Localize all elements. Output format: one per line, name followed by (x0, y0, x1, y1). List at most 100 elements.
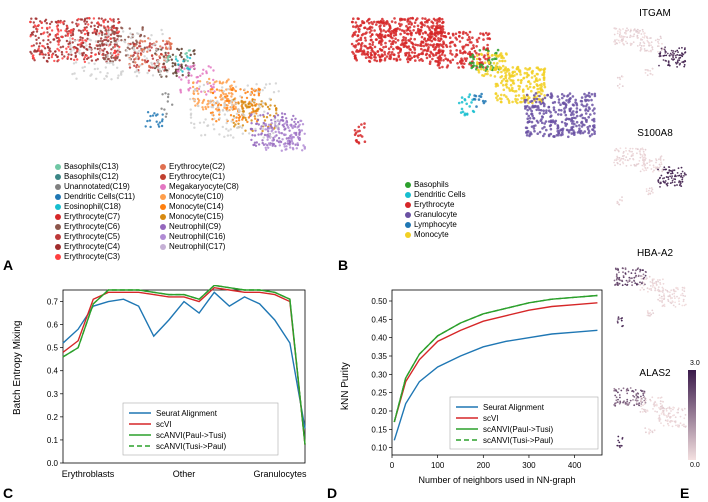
svg-text:0: 0 (390, 461, 395, 470)
legend-b: BasophilsDendritic CellsErythrocyteGranu… (405, 180, 466, 240)
legend-item: Unannotated(C19) (55, 182, 135, 191)
chart-d: 0.100.150.200.250.300.350.400.450.500100… (362, 285, 607, 485)
svg-text:Seurat Alignment: Seurat Alignment (156, 409, 218, 418)
svg-text:scANVI(Paul->Tusi): scANVI(Paul->Tusi) (156, 431, 227, 440)
legend-item: Erythrocyte(C3) (55, 252, 135, 261)
svg-text:Seurat Alignment: Seurat Alignment (483, 403, 545, 412)
umap-b (350, 5, 610, 160)
legend-label: Erythrocyte(C2) (169, 162, 225, 171)
legend-label: Erythrocyte(C1) (169, 172, 225, 181)
svg-text:scANVI(Tusi->Paul): scANVI(Tusi->Paul) (483, 436, 554, 445)
legend-label: Granulocyte (414, 210, 457, 219)
svg-text:Erythroblasts: Erythroblasts (62, 469, 115, 479)
legend-dot (55, 224, 61, 230)
legend-label: Unannotated(C19) (64, 182, 130, 191)
legend-item: Monocyte(C10) (160, 192, 239, 201)
svg-text:0.35: 0.35 (371, 352, 387, 361)
legend-label: Neutrophil(C9) (169, 222, 221, 231)
legend-item: Lymphocyte (405, 220, 466, 229)
svg-text:0.5: 0.5 (47, 344, 59, 353)
svg-text:200: 200 (477, 461, 491, 470)
legend-label: Erythrocyte(C3) (64, 252, 120, 261)
legend-dot (55, 194, 61, 200)
svg-text:0.50: 0.50 (371, 297, 387, 306)
legend-label: Erythrocyte(C6) (64, 222, 120, 231)
legend-dot (160, 214, 166, 220)
gene-title: HBA-A2 (610, 248, 700, 259)
svg-text:0.10: 0.10 (371, 444, 387, 453)
svg-text:scVI: scVI (483, 414, 499, 423)
svg-text:Other: Other (173, 469, 196, 479)
colorbar (688, 370, 696, 460)
legend-dot (405, 192, 411, 198)
legend-dot (160, 204, 166, 210)
svg-text:scANVI(Tusi->Paul): scANVI(Tusi->Paul) (156, 442, 227, 451)
cbar-max: 3.0 (690, 360, 700, 367)
svg-text:0.2: 0.2 (47, 413, 59, 422)
legend-dot (160, 194, 166, 200)
legend-item: Neutrophil(C17) (160, 242, 239, 251)
gene-umap (612, 262, 692, 345)
gene-umap (612, 382, 692, 465)
legend-label: Dendritic Cells(C11) (64, 192, 135, 201)
svg-text:0.3: 0.3 (47, 390, 59, 399)
svg-text:0.0: 0.0 (47, 459, 59, 468)
gene-title: ALAS2 (610, 368, 700, 379)
legend-label: Basophils(C12) (64, 172, 119, 181)
svg-text:0.1: 0.1 (47, 436, 59, 445)
legend-dot (160, 184, 166, 190)
ylabel-d: kNN Purity (340, 362, 351, 410)
legend-label: Basophils(C13) (64, 162, 119, 171)
legend-item: Dendritic Cells (405, 190, 466, 199)
legend-item: Neutrophil(C16) (160, 232, 239, 241)
svg-text:0.25: 0.25 (371, 389, 387, 398)
svg-text:0.6: 0.6 (47, 321, 59, 330)
legend-label: Neutrophil(C17) (169, 242, 225, 251)
legend-item: Monocyte (405, 230, 466, 239)
legend-item: Erythrocyte(C1) (160, 172, 239, 181)
legend-item: Erythrocyte(C5) (55, 232, 135, 241)
legend-dot (55, 204, 61, 210)
legend-dot (160, 244, 166, 250)
legend-dot (55, 234, 61, 240)
ylabel-c: Batch Entropy Mixing (12, 321, 23, 416)
gene-title: S100A8 (610, 128, 700, 139)
legend-label: Monocyte (414, 230, 449, 239)
legend-item: Basophils(C12) (55, 172, 135, 181)
legend-label: Monocyte(C10) (169, 192, 224, 201)
legend-item: Eosinophil(C18) (55, 202, 135, 211)
legend-item: Basophils (405, 180, 466, 189)
legend-dot (55, 164, 61, 170)
legend-item: Neutrophil(C9) (160, 222, 239, 231)
panel-e-label: E (680, 485, 689, 501)
legend-dot (160, 164, 166, 170)
legend-label: Basophils (414, 180, 449, 189)
svg-text:0.7: 0.7 (47, 298, 59, 307)
legend-item: Granulocyte (405, 210, 466, 219)
legend-label: Neutrophil(C16) (169, 232, 225, 241)
legend-item: Erythrocyte(C7) (55, 212, 135, 221)
legend-item: Dendritic Cells(C11) (55, 192, 135, 201)
svg-text:0.20: 0.20 (371, 407, 387, 416)
svg-text:scVI: scVI (156, 420, 172, 429)
legend-label: Lymphocyte (414, 220, 457, 229)
legend-label: Erythrocyte(C7) (64, 212, 120, 221)
cbar-min: 0.0 (690, 462, 700, 469)
legend-label: Eosinophil(C18) (64, 202, 121, 211)
svg-text:0.15: 0.15 (371, 425, 387, 434)
svg-text:300: 300 (522, 461, 536, 470)
legend-label: Dendritic Cells (414, 190, 466, 199)
legend-label: Erythrocyte (414, 200, 454, 209)
legend-dot (405, 202, 411, 208)
svg-text:0.30: 0.30 (371, 370, 387, 379)
legend-dot (55, 184, 61, 190)
legend-item: Basophils(C13) (55, 162, 135, 171)
legend-dot (55, 214, 61, 220)
gene-umap (612, 22, 692, 105)
legend-item: Monocyte(C15) (160, 212, 239, 221)
svg-text:Granulocytes: Granulocytes (253, 469, 307, 479)
svg-text:0.4: 0.4 (47, 367, 59, 376)
panel-d-label: D (327, 485, 337, 501)
gene-title: ITGAM (610, 8, 700, 19)
legend-label: Monocyte(C14) (169, 202, 224, 211)
